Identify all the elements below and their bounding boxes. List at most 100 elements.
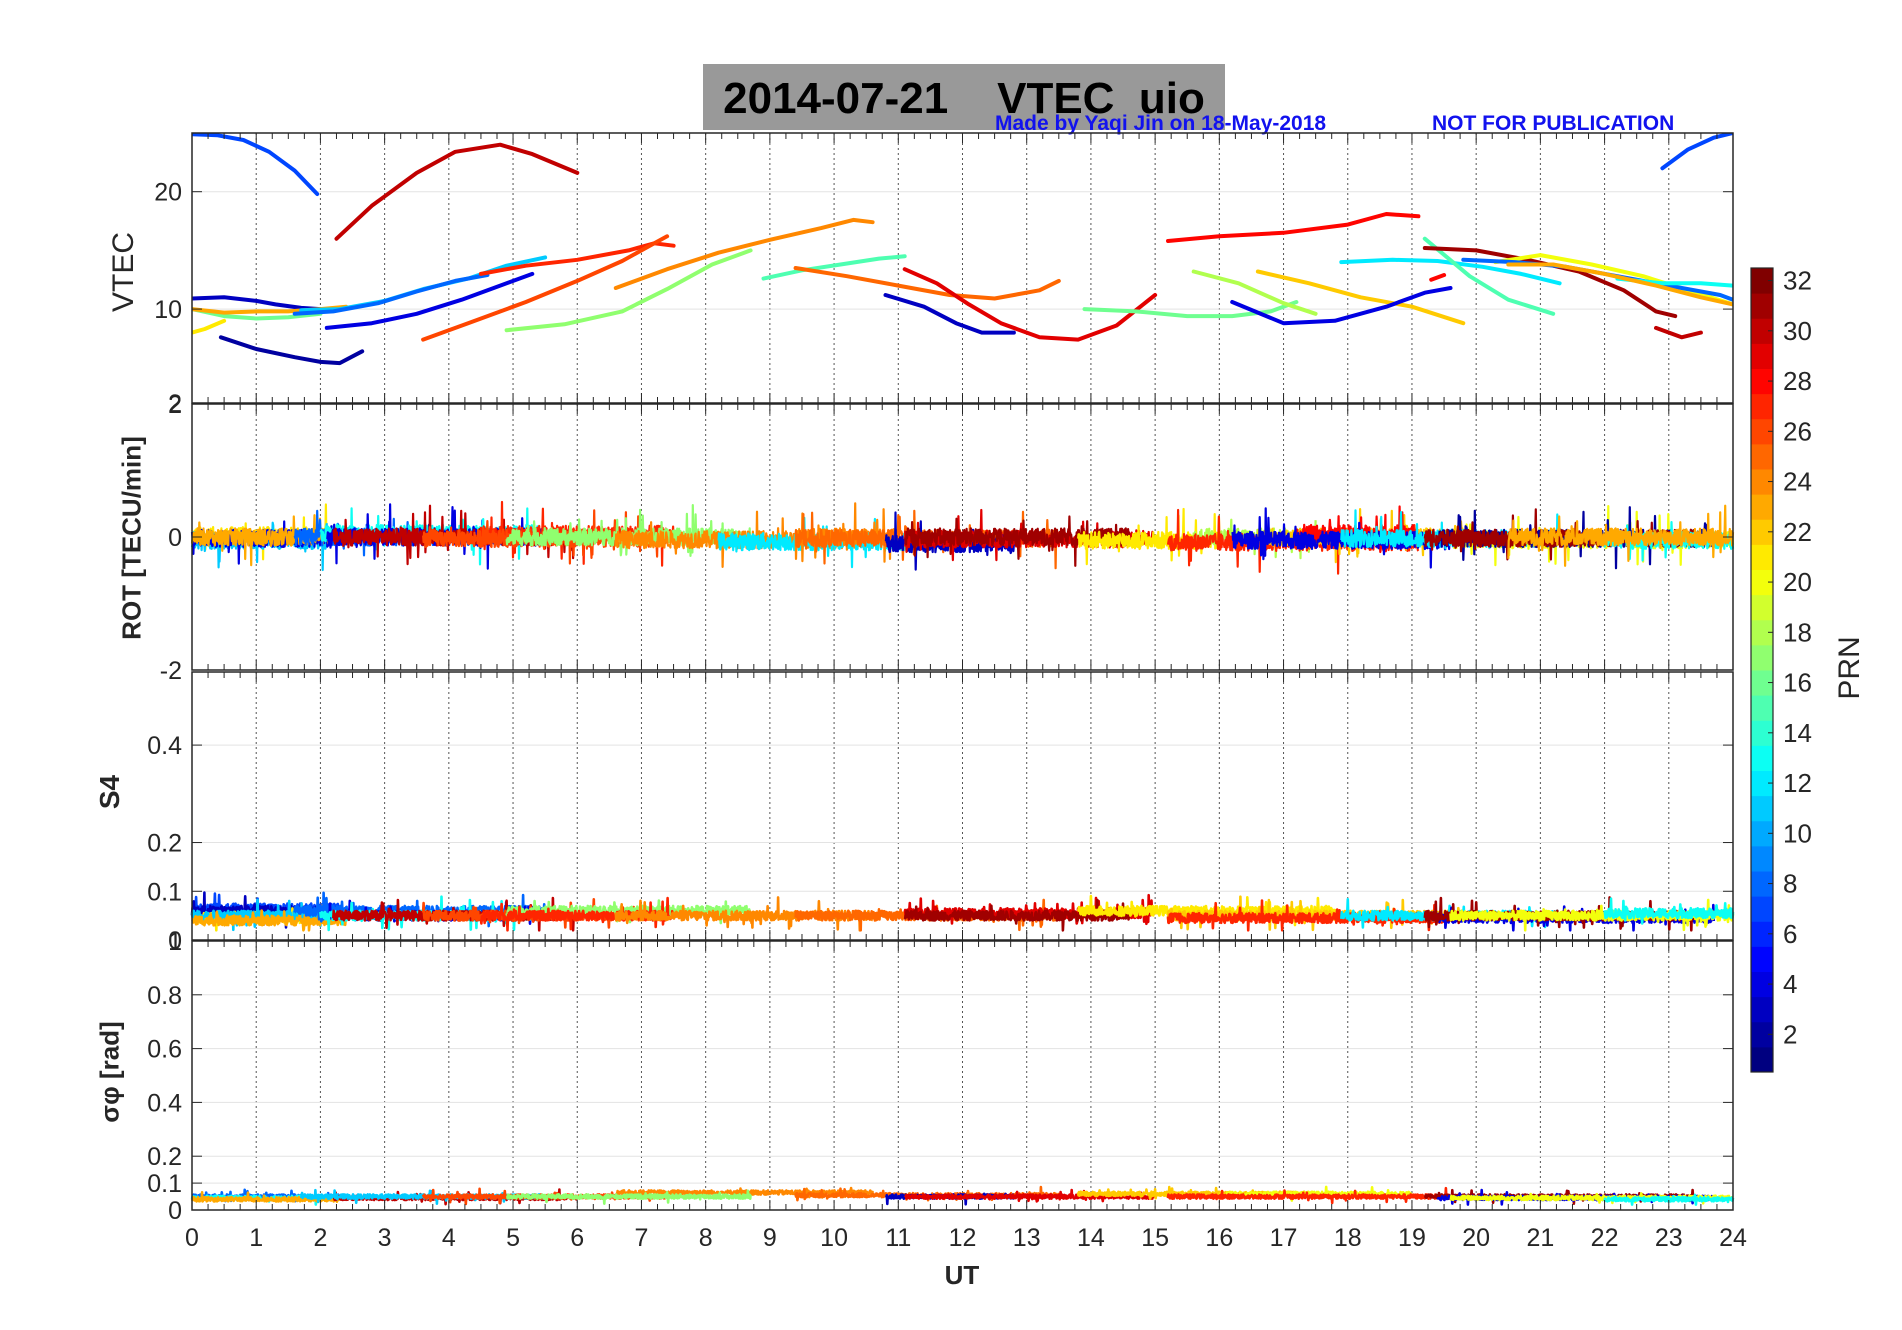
colorbar-tick-label: 18: [1783, 617, 1812, 647]
colorbar-swatch-26: [1751, 418, 1773, 445]
s4-axis-label: S4: [94, 775, 126, 809]
y-tick-label: 0.1: [147, 878, 182, 906]
noise-band-prn-27: [1166, 1186, 1452, 1205]
colorbar-swatch-17: [1751, 644, 1773, 671]
credit-author: Made by Yaqi Jin on 18-May-2018: [995, 112, 1327, 135]
vtec-series-prn-24: [613, 217, 875, 290]
y-tick-label: 2: [168, 391, 182, 419]
colorbar-tick-label: 30: [1783, 316, 1812, 346]
colorbar-swatch-5: [1751, 946, 1773, 972]
x-tick-label: 20: [1462, 1224, 1490, 1252]
colorbar-swatch-23: [1751, 494, 1773, 520]
x-tick-label: 6: [570, 1224, 584, 1252]
x-tick-label: 21: [1526, 1224, 1554, 1252]
y-tick-label: 0: [168, 927, 182, 955]
colorbar-swatch-29: [1751, 343, 1773, 369]
y-tick-label: 20: [154, 179, 182, 207]
x-tick-label: 15: [1141, 1224, 1169, 1252]
x-tick-label: 8: [699, 1224, 713, 1252]
colorbar-swatch-12: [1751, 770, 1773, 797]
y-tick-label: 0.4: [147, 1089, 182, 1117]
colorbar-tick-label: 2: [1783, 1019, 1797, 1049]
colorbar-swatch-16: [1751, 670, 1773, 696]
colorbar-swatch-32: [1751, 268, 1773, 294]
colorbar-swatch-13: [1751, 745, 1773, 771]
panel-frame: [191, 671, 1734, 941]
colorbar-tick-label: 26: [1783, 416, 1812, 446]
vtec-series-prn-15: [1422, 236, 1556, 316]
noise-band-prn-29: [903, 1188, 1157, 1203]
x-tick-label: 4: [442, 1224, 456, 1252]
credit-disclaimer: NOT FOR PUBLICATION: [1432, 112, 1675, 135]
vtec-series-prn-22: [1255, 269, 1466, 326]
y-tick-label: -2: [160, 657, 182, 685]
x-tick-label: 22: [1591, 1224, 1619, 1252]
y-tick-label: 0.4: [147, 732, 182, 760]
sigma-axis-label-text: σφ [rad]: [94, 1021, 125, 1123]
colorbar-swatch-9: [1751, 845, 1773, 872]
vtec-series-prn-21: [192, 318, 227, 335]
colorbar-swatch-8: [1751, 871, 1773, 897]
vtec-series-prn-17: [504, 248, 753, 333]
vtec-series-prn-23: [1506, 262, 1733, 307]
vtec-series-prn-4: [324, 271, 535, 330]
colorbar-swatch-19: [1751, 594, 1773, 621]
colorbar-swatch-15: [1751, 695, 1773, 721]
noise-band-prn-21: [1077, 507, 1221, 566]
vtec-series-prn-8: [292, 273, 490, 316]
noise-band-prn-13: [1603, 1193, 1735, 1206]
colorbar-swatch-11: [1751, 795, 1773, 822]
colorbar-swatch-28: [1751, 368, 1773, 395]
x-tick-label: 10: [820, 1224, 848, 1252]
y-tick-label: 0: [168, 1197, 182, 1225]
x-tick-label: 7: [635, 1224, 649, 1252]
panel-frame: [191, 940, 1734, 1211]
x-tick-label: 9: [763, 1224, 777, 1252]
x-tick-label: 2: [313, 1224, 327, 1252]
colorbar-tick-label: 12: [1783, 768, 1812, 798]
colorbar-frame: [1750, 267, 1774, 1073]
vtec-series-group: [192, 133, 1733, 366]
colorbar-tick-label: 4: [1783, 969, 1797, 999]
colorbar-swatch-31: [1751, 293, 1773, 319]
x-tick-label: 11: [885, 1224, 911, 1252]
panel-frame: [191, 132, 1734, 404]
colorbar-tick-label: 14: [1783, 718, 1812, 748]
colorbar-tick-label: 28: [1783, 366, 1812, 396]
x-tick-label: 24: [1719, 1224, 1747, 1252]
figure-title: 2014-07-21 VTEC uio: [723, 74, 1205, 123]
x-tick-label: 3: [378, 1224, 392, 1252]
x-tick-label: 14: [1077, 1224, 1105, 1252]
colorbar-swatch-24: [1751, 469, 1773, 495]
colorbar-swatch-21: [1751, 544, 1773, 570]
x-tick-label: 5: [506, 1224, 520, 1252]
noise-band-prn-17: [505, 1189, 752, 1205]
colorbar-swatch-10: [1751, 820, 1773, 847]
x-tick-label: 0: [185, 1224, 199, 1252]
vtec-series-prn-28: [1429, 273, 1447, 282]
noise-band-prn-24: [614, 1186, 874, 1200]
x-tick-label: 19: [1398, 1224, 1426, 1252]
colorbar-swatch-1: [1751, 1046, 1773, 1073]
y-tick-label: 1: [168, 928, 182, 956]
title-box: [703, 64, 1225, 130]
colorbar-swatch-18: [1751, 619, 1773, 646]
vtec-series-prn-28: [1166, 212, 1421, 243]
colorbar-tick-label: 24: [1783, 467, 1812, 497]
colorbar-label: PRN: [1833, 636, 1866, 700]
vtec-series-prn-7: [1660, 133, 1733, 171]
vtec-series-prn-16: [192, 307, 323, 321]
noise-band-prn-23: [1507, 504, 1735, 567]
vtec-series-prn-31: [1422, 246, 1678, 319]
vtec-series-prn-25: [793, 266, 1061, 301]
vtec-series-prn-4: [1230, 286, 1453, 326]
colorbar-tick-label: 8: [1783, 869, 1797, 899]
noise-band-prn-31: [903, 898, 1131, 932]
y-tick-label: 0.8: [147, 982, 182, 1010]
y-tick-label: 0.2: [147, 830, 182, 858]
x-tick-label: 13: [1013, 1224, 1041, 1252]
y-tick-label: 2: [168, 390, 182, 418]
colorbar-swatch-3: [1751, 996, 1773, 1023]
